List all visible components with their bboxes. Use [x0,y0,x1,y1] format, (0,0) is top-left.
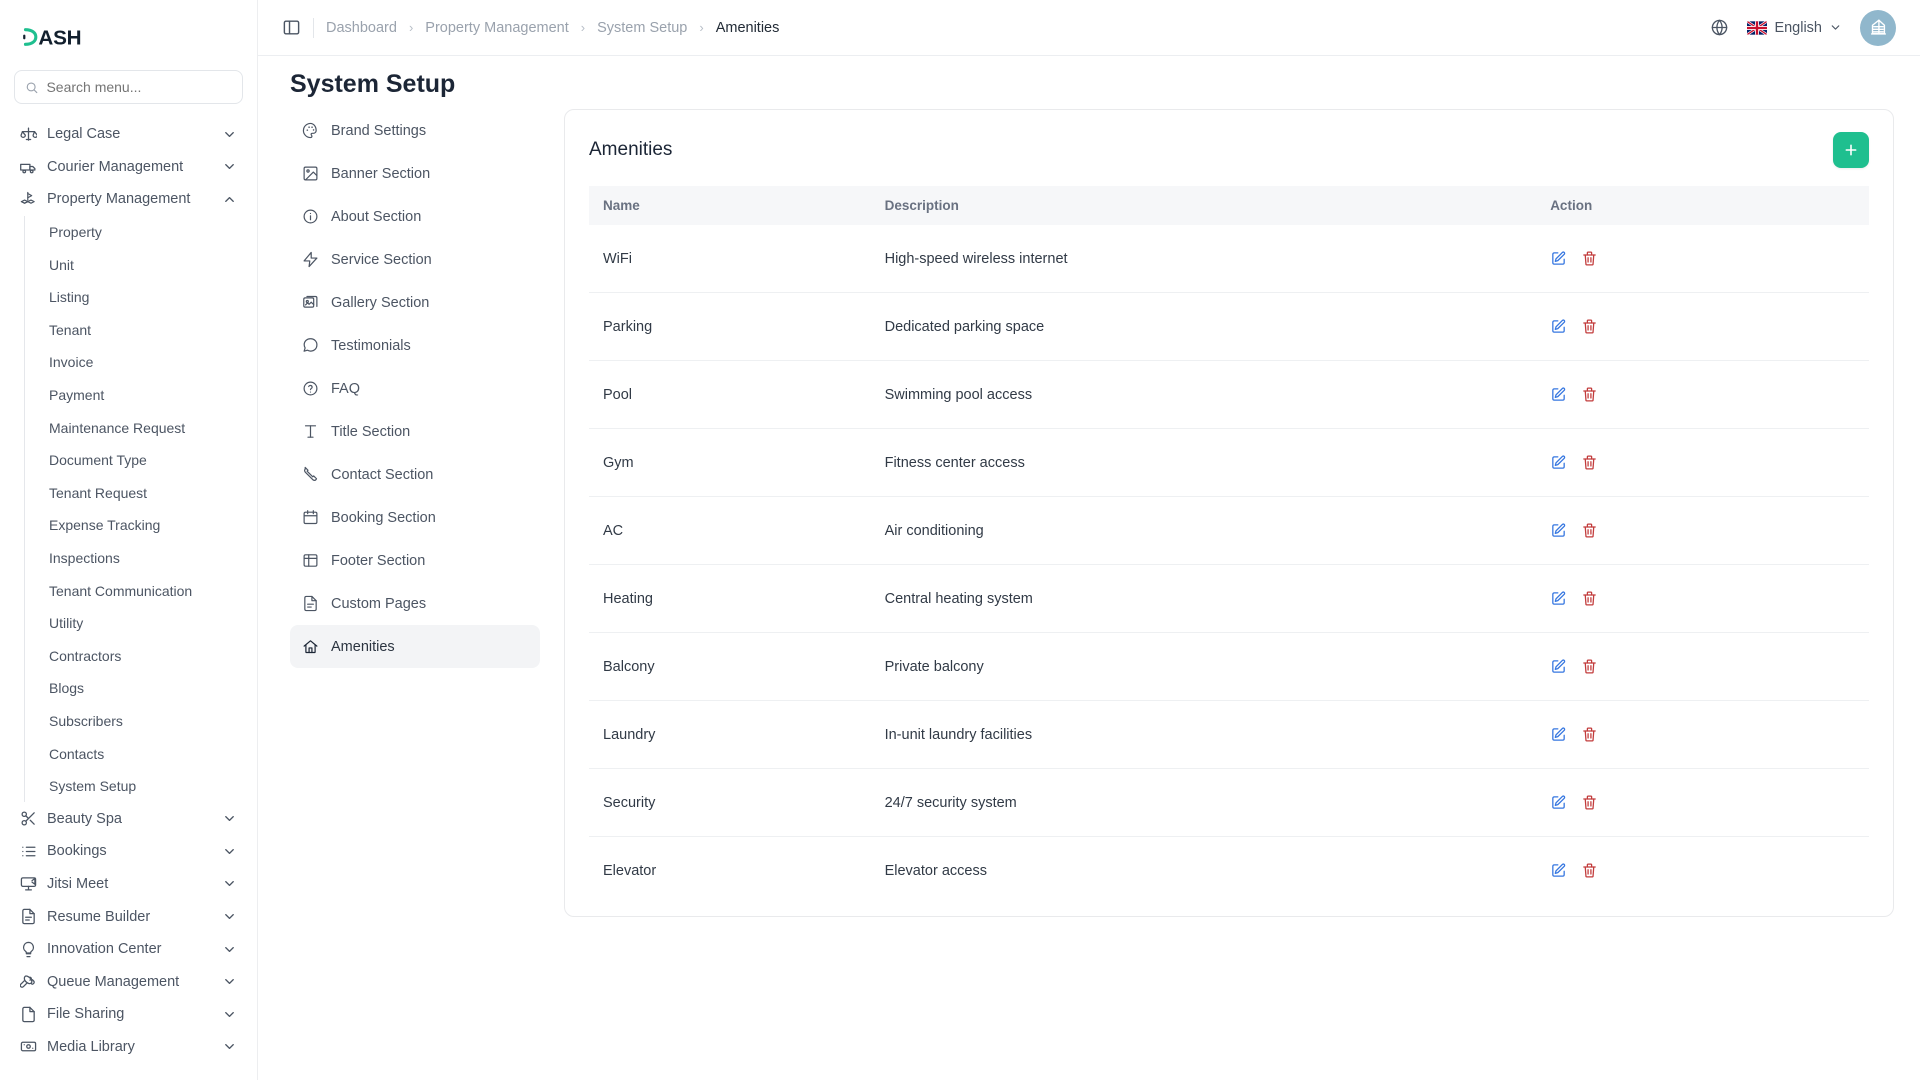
svg-text:ASH: ASH [38,26,81,49]
